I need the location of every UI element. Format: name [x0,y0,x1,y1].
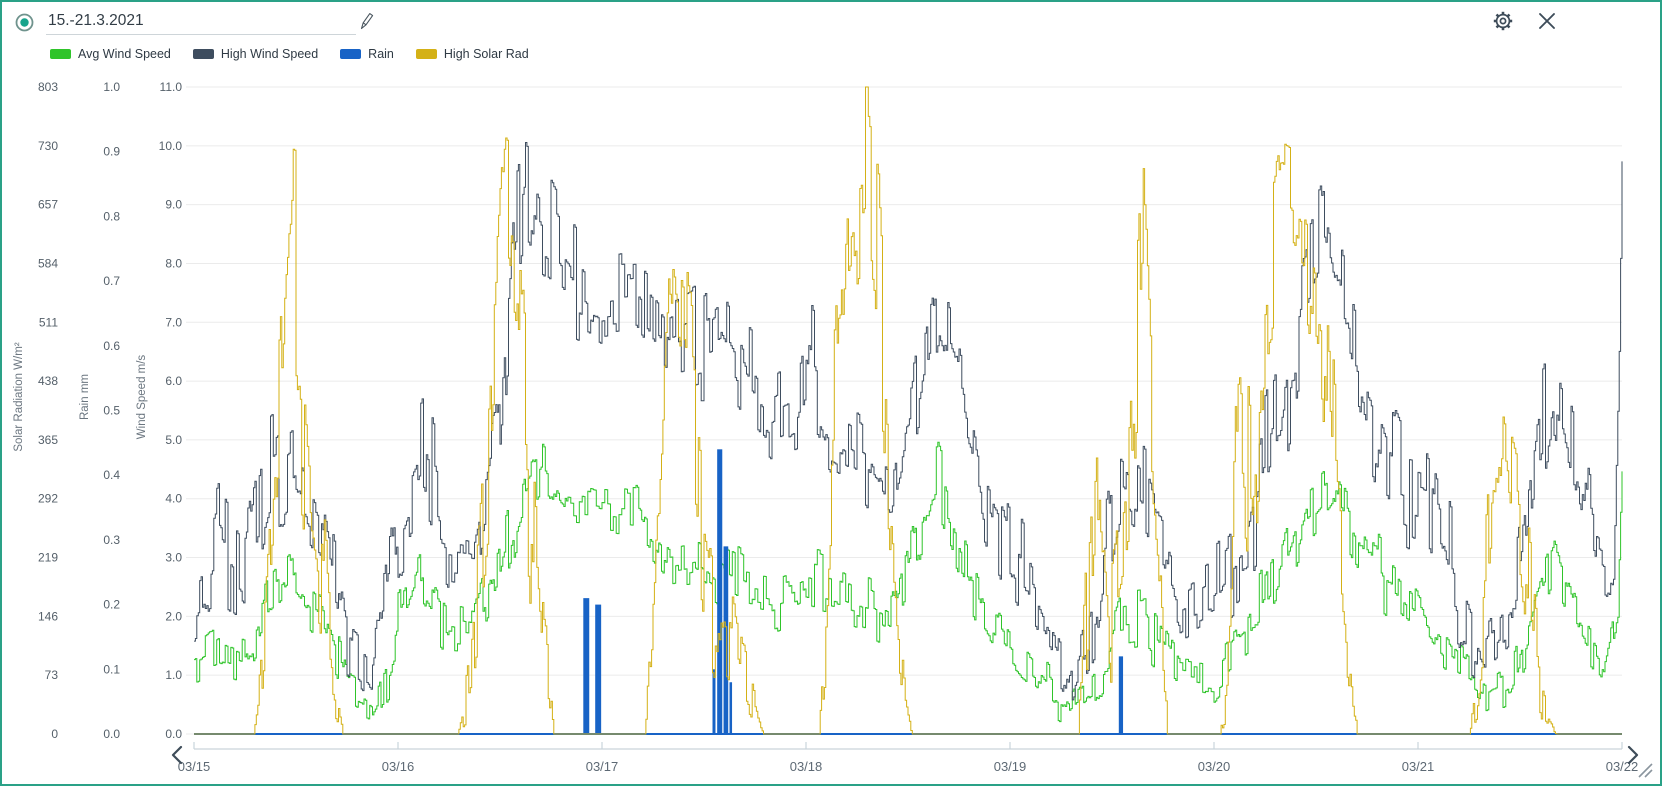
tick-label: 8.0 [165,256,182,270]
tick-label: 10.0 [159,139,183,153]
legend-item-high-solar-rad[interactable]: High Solar Rad [415,47,529,61]
tick-label: 1.0 [103,80,120,94]
tick-label: 146 [38,609,58,623]
tick-label: 7.0 [165,315,182,329]
series-wind-line [194,441,1623,723]
legend-item-rain[interactable]: Rain [340,47,394,61]
tick-label: 438 [38,374,58,388]
tick-label: 73 [45,668,59,682]
tick-label: 0.3 [103,533,120,547]
resize-handle[interactable] [1638,763,1653,778]
tick-label: 1.0 [165,668,182,682]
tick-label: 0.1 [103,662,120,676]
rain-bar [583,598,590,734]
tick-label: 584 [38,256,58,270]
next-period-chevron-icon[interactable] [1627,745,1639,765]
tick-label: 0.2 [103,598,120,612]
prev-period-chevron-icon[interactable] [171,745,183,765]
legend-label: Avg Wind Speed [78,47,171,61]
tick-label: 0.0 [165,727,182,741]
tick-label: 0.9 [103,145,120,159]
tick-label: 5.0 [165,433,182,447]
tick-label: 657 [38,198,58,212]
tick-label: 6.0 [165,374,182,388]
legend-swatch-rain [340,49,362,59]
y-axis-title: Solar Radiation W/m² [13,342,25,451]
x-axis-date-label: 03/16 [382,759,415,774]
tick-label: 803 [38,80,58,94]
tick-label: 292 [38,492,58,506]
y-axis-title: Wind Speed m/s [136,355,148,440]
tick-label: 365 [38,433,58,447]
tick-label: 0.5 [103,404,120,418]
widget-status-radio-icon[interactable] [15,13,34,32]
tick-label: 9.0 [165,198,182,212]
chart-legend: Avg Wind Speed High Wind Speed Rain High… [50,47,529,61]
legend-item-avg-wind-speed[interactable]: Avg Wind Speed [50,47,171,61]
x-axis-date-label: 03/22 [1606,759,1639,774]
tick-label: 0.4 [103,468,120,482]
y-axis-title: Rain mm [79,374,91,420]
edit-title-pencil-icon[interactable] [358,11,376,31]
rain-bar [595,604,602,734]
settings-gear-icon[interactable] [1492,10,1514,32]
rain-bar [1118,656,1124,734]
legend-label: High Solar Rad [443,47,529,61]
title-input[interactable] [46,8,356,35]
tick-label: 0.7 [103,274,120,288]
tick-label: 511 [39,315,58,329]
tick-label: 0.6 [103,339,120,353]
rain-bar [723,546,729,734]
tick-label: 3.0 [165,551,182,565]
x-axis-date-label: 03/19 [994,759,1027,774]
tick-label: 11.0 [160,80,183,94]
x-axis-date-label: 03/18 [790,759,823,774]
tick-label: 2.0 [165,609,182,623]
tick-label: 730 [38,139,58,153]
x-axis-date-label: 03/20 [1198,759,1231,774]
series-wind-line [194,142,1623,701]
rain-bar [712,669,716,734]
rain-bar [729,682,733,734]
legend-label: Rain [368,47,394,61]
x-axis-date-label: 03/15 [178,759,211,774]
widget-header: Avg Wind Speed High Wind Speed Rain High… [2,2,1660,61]
legend-label: High Wind Speed [220,47,319,61]
tick-label: 4.0 [165,492,182,506]
rain-bar [717,449,723,734]
x-axis-date-label: 03/21 [1402,759,1435,774]
legend-swatch-high-wind [192,49,214,59]
series-solar-line [194,86,1622,735]
x-axis-date-label: 03/17 [586,759,619,774]
legend-swatch-avg-wind [50,49,71,59]
tick-label: 0.8 [103,209,120,223]
tick-label: 0.0 [103,727,120,741]
legend-swatch-solar [415,49,437,59]
tick-label: 0 [51,727,58,741]
legend-item-high-wind-speed[interactable]: High Wind Speed [192,47,319,61]
close-icon[interactable] [1537,11,1557,31]
tick-label: 219 [38,551,58,565]
